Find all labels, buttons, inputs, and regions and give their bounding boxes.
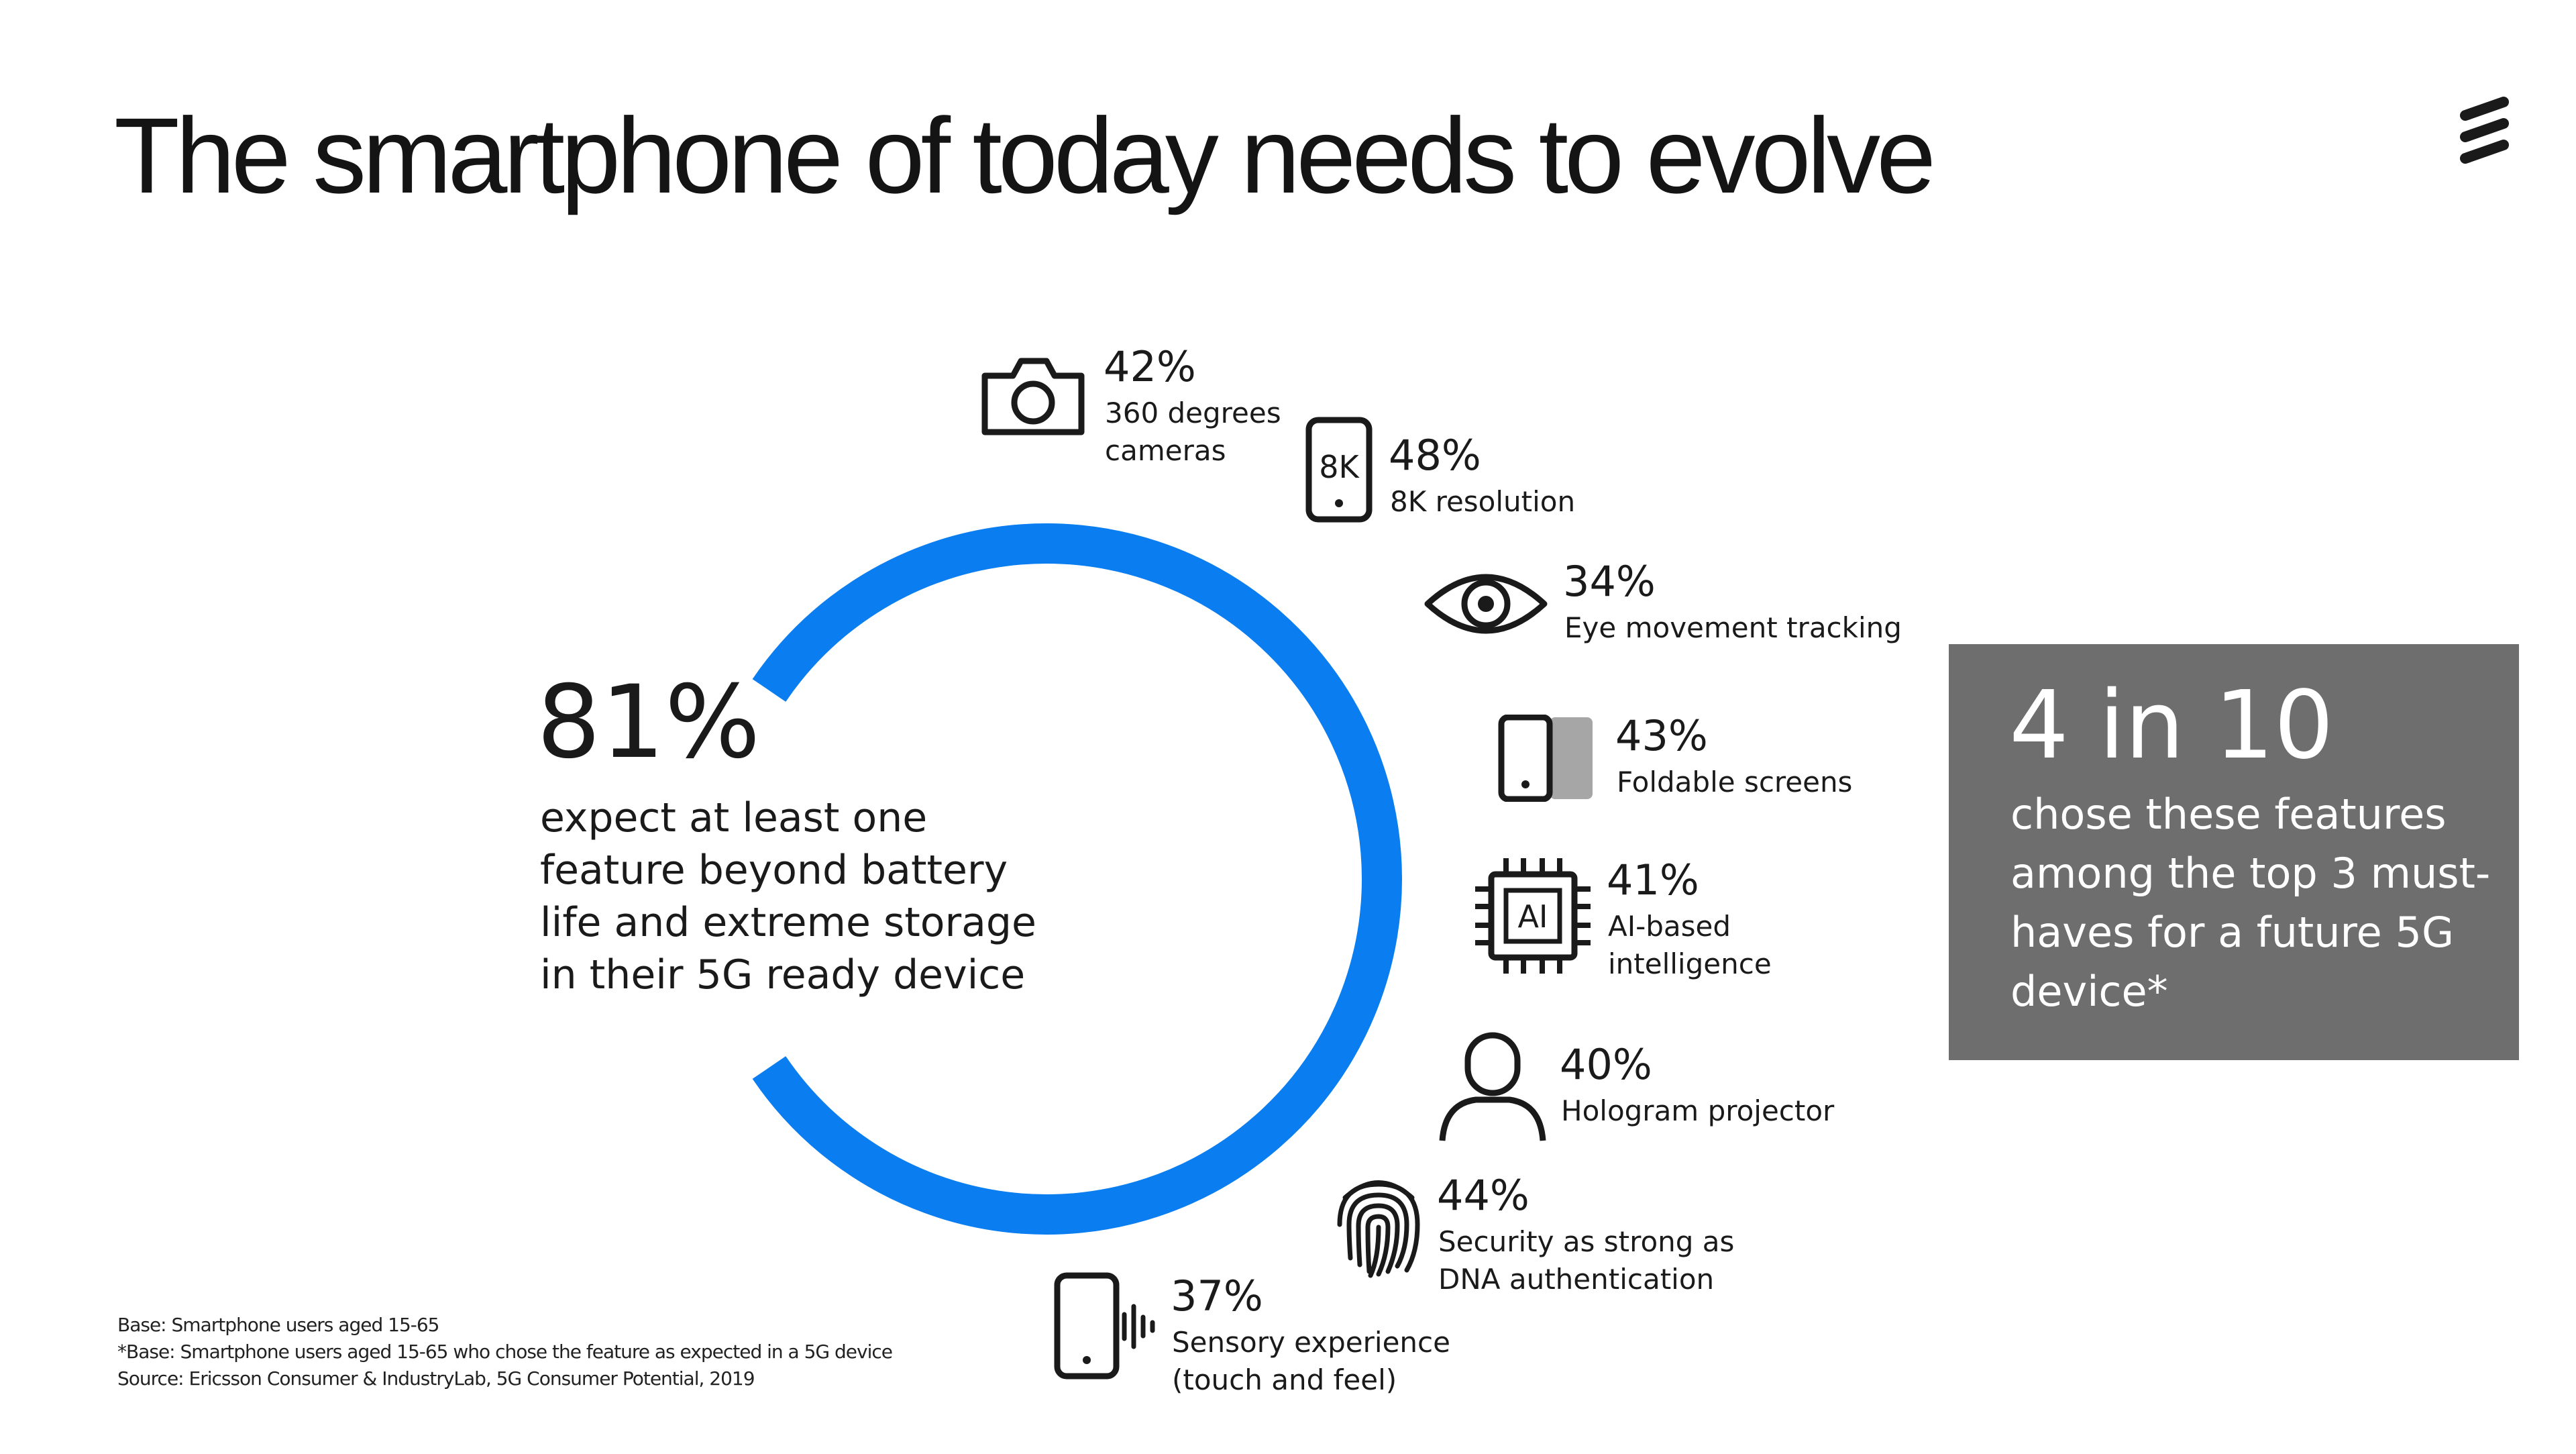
page-title: The smartphone of today needs to evolve [114,95,1936,215]
footnote-line: *Base: Smartphone users aged 15-65 who c… [117,1341,893,1363]
feature-label: 8K resolution [1390,485,1576,518]
stat-headline: 4 in 10 [2009,671,2334,780]
feature-percent: 41% [1607,855,1699,904]
ericsson-logo-icon [2460,97,2509,164]
footnote-line: Source: Ericsson Consumer & IndustryLab,… [117,1367,755,1390]
footnote-line: Base: Smartphone users aged 15-65 [117,1314,440,1336]
feature-label: 360 degrees cameras [1105,397,1281,467]
headline-description: expect at least one feature beyond batte… [540,794,1036,998]
feature-percent: 40% [1560,1040,1652,1089]
phone-vibration-icon [1054,1272,1155,1380]
feature-label: AI-based intelligence [1608,910,1772,980]
feature-label: Sensory experience (touch and feel) [1172,1326,1450,1396]
feature-percent: 37% [1171,1271,1263,1320]
footnotes: Base: Smartphone users aged 15-65 *Base:… [117,1312,893,1392]
ai-chip-text: AI [1517,898,1548,935]
phone-8k-text: 8K [1319,449,1360,485]
stat-box: 4 in 10 chose these features among the t… [1949,644,2519,1060]
eye-icon [1424,574,1548,634]
feature-label: Foldable screens [1617,766,1853,798]
ring-arc [752,523,1402,1235]
person-icon [1439,1032,1546,1141]
feature-percent: 44% [1437,1171,1529,1220]
fingerprint-icon [1337,1180,1420,1278]
feature-label: Security as strong as DNA authentication [1438,1225,1735,1296]
feature-percent: 34% [1563,557,1656,606]
feature-percent: 42% [1104,342,1196,391]
feature-percent: 48% [1389,431,1481,480]
ai-chip-icon: AI [1475,858,1591,974]
camera-icon [981,358,1085,435]
foldable-screen-icon [1498,715,1593,802]
feature-label: Eye movement tracking [1564,611,1902,644]
feature-percent: 43% [1615,711,1708,760]
headline-percent: 81% [537,664,761,781]
phone-8k-icon: 8K [1305,417,1373,523]
feature-label: Hologram projector [1561,1094,1835,1127]
stat-description: chose these features among the top 3 mus… [2010,790,2491,1016]
